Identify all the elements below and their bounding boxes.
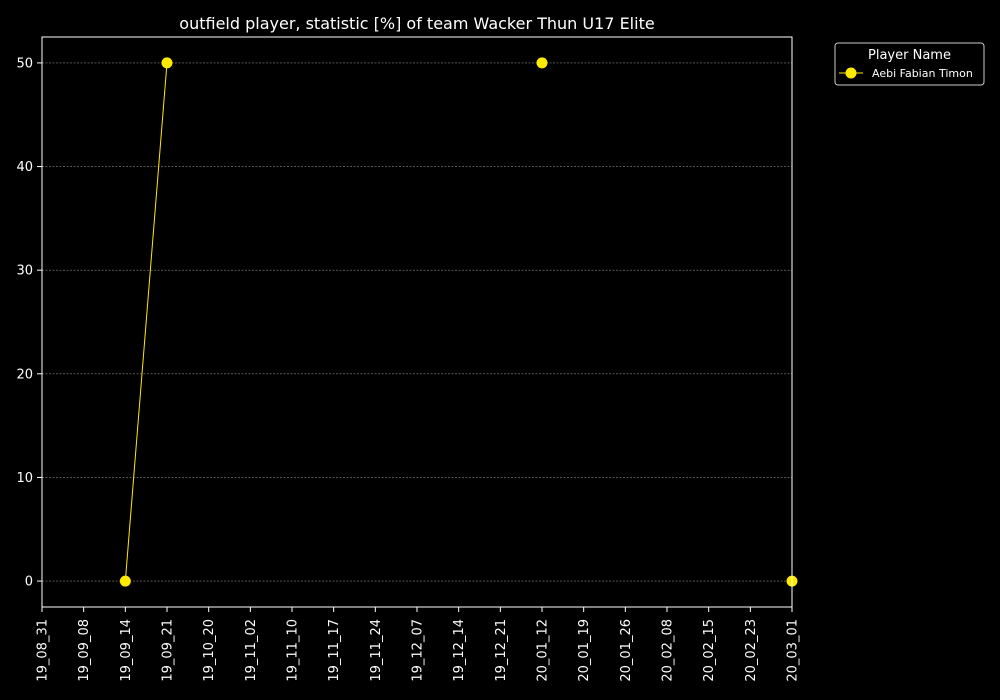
series-line-segment xyxy=(124,62,168,582)
data-point xyxy=(161,57,173,69)
x-tick-label: 19_12_21 xyxy=(494,619,509,682)
grid-layer xyxy=(42,62,792,582)
x-tick-label: 20_02_08 xyxy=(661,619,676,682)
y-tick-label: 0 xyxy=(25,575,33,590)
x-tick-label: 19_09_08 xyxy=(77,619,92,682)
x-tick-label: 19_12_14 xyxy=(452,619,467,682)
x-tick-label: 20_03_01 xyxy=(786,619,801,682)
y-tick-label: 40 xyxy=(16,160,33,175)
x-tick-label: 19_08_31 xyxy=(36,619,51,682)
x-axis: 19_08_31 19_09_08 19_09_14 19_09_21 19_10_20… xyxy=(36,607,801,682)
x-tick-label: 19_11_24 xyxy=(369,619,384,682)
legend: Player Name Aebi Fabian Timon xyxy=(834,42,985,86)
data-point xyxy=(536,57,548,69)
y-tick-label: 20 xyxy=(16,367,33,382)
x-tick-label: 20_02_15 xyxy=(702,619,717,682)
x-tick-label: 19_11_02 xyxy=(244,619,259,682)
x-tick-label: 20_01_26 xyxy=(619,619,634,682)
data-point xyxy=(119,575,131,587)
legend-title: Player Name xyxy=(868,48,951,63)
x-tick-label: 19_11_10 xyxy=(286,619,301,682)
x-tick-label: 19_10_20 xyxy=(202,619,217,682)
y-tick-label: 50 xyxy=(16,56,33,71)
y-tick-label: 30 xyxy=(16,264,33,279)
x-tick-label: 19_09_14 xyxy=(119,619,134,682)
x-tick-label: 20_01_12 xyxy=(536,619,551,682)
legend-box xyxy=(834,42,985,86)
x-tick-label: 19_12_07 xyxy=(411,619,426,682)
y-axis: 0 10 20 30 40 50 xyxy=(16,56,42,590)
y-tick-label: 10 xyxy=(16,471,33,486)
x-tick-label: 20_01_19 xyxy=(577,619,592,682)
legend-entry-label: Aebi Fabian Timon xyxy=(872,67,973,80)
x-tick-label: 19_09_21 xyxy=(161,619,176,682)
x-tick-label: 19_11_17 xyxy=(327,619,342,682)
x-tick-label: 20_02_23 xyxy=(744,619,759,682)
plot-frame xyxy=(41,36,793,608)
chart-title: outfield player, statistic [%] of team W… xyxy=(179,14,654,33)
series-layer xyxy=(119,57,798,587)
legend-marker-sample xyxy=(845,67,857,79)
